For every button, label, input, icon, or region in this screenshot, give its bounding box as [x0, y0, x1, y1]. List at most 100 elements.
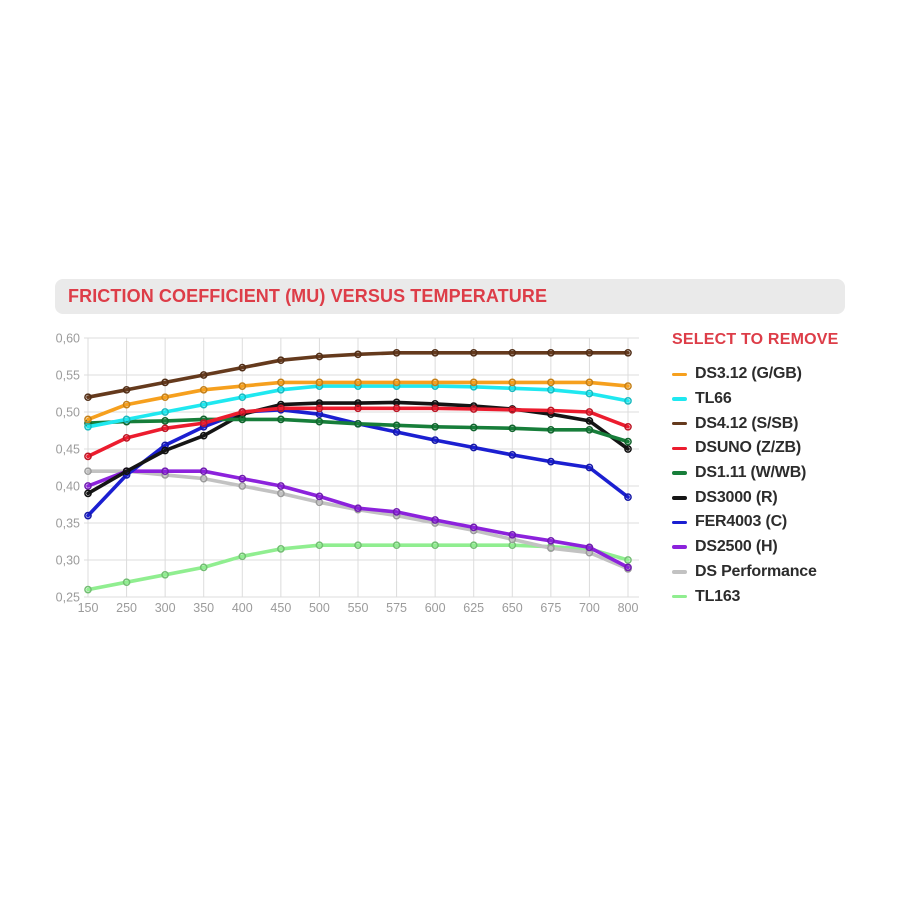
legend-label: DS3.12 (G/GB) — [695, 365, 802, 383]
legend-title: SELECT TO REMOVE — [672, 331, 839, 348]
data-point-marker — [624, 422, 632, 431]
legend-item-dsuno-z-zb[interactable]: DSUNO (Z/ZB) — [672, 436, 882, 461]
legend-item-ds-performance[interactable]: DS Performance — [672, 560, 882, 585]
data-point-marker — [315, 404, 324, 413]
data-point-marker — [547, 425, 555, 434]
data-point-marker — [354, 419, 362, 428]
data-point-marker — [238, 363, 247, 372]
data-point-marker — [84, 452, 92, 461]
data-point-marker — [84, 489, 92, 498]
data-point-marker — [315, 417, 324, 426]
data-point-marker — [392, 378, 401, 387]
y-axis-tick-label: 0,40 — [56, 480, 80, 494]
legend-items: DS3.12 (G/GB) TL66 DS4.12 (S/SB) DSUNO (Z/Z… — [672, 362, 882, 609]
data-point-marker — [585, 463, 594, 472]
data-point-marker — [122, 400, 131, 409]
data-point-marker — [547, 406, 555, 415]
x-axis-tick-label: 400 — [232, 601, 253, 615]
data-point-marker — [585, 417, 594, 425]
data-point-marker — [199, 385, 208, 394]
legend-item-tl66[interactable]: TL66 — [672, 387, 882, 412]
data-point-marker — [277, 378, 285, 387]
legend-label: DS Performance — [695, 562, 817, 580]
legend-label: FER4003 (C) — [695, 513, 788, 531]
legend-item-ds3-12-g-gb[interactable]: DS3.12 (G/GB) — [672, 362, 882, 387]
x-axis-tick-label: 575 — [386, 601, 407, 615]
series-line — [86, 406, 630, 459]
data-point-marker — [585, 378, 594, 387]
y-axis-tick-label: 0,30 — [56, 554, 80, 568]
data-point-marker — [199, 371, 208, 379]
legend-item-ds2500-h[interactable]: DS2500 (H) — [672, 535, 882, 560]
data-point-marker — [354, 541, 362, 550]
x-axis-tick-label: 150 — [78, 601, 99, 615]
data-point-marker — [431, 422, 439, 431]
legend-swatch-icon — [672, 520, 687, 525]
data-point-marker — [199, 431, 208, 440]
data-point-marker — [84, 511, 92, 520]
data-point-marker — [469, 423, 478, 432]
data-point-marker — [122, 415, 131, 424]
legend-swatch-icon — [672, 594, 687, 599]
legend: SELECT TO REMOVE DS3.12 (G/GB) TL66 DS4.12… — [672, 331, 882, 609]
legend-label: DS2500 (H) — [695, 538, 778, 556]
data-point-marker — [161, 378, 169, 387]
data-point-marker — [84, 585, 92, 594]
data-point-marker — [238, 393, 247, 402]
legend-item-ds1-11-w-wb[interactable]: DS1.11 (W/WB) — [672, 461, 882, 486]
legend-item-ds3000-r[interactable]: DS3000 (R) — [672, 485, 882, 510]
legend-swatch-icon — [672, 372, 687, 377]
y-axis-tick-label: 0,60 — [56, 332, 80, 346]
data-point-marker — [547, 348, 555, 357]
legend-swatch-icon — [672, 397, 687, 401]
data-point-marker — [199, 400, 208, 409]
legend-swatch-icon — [672, 496, 687, 500]
data-point-marker — [354, 378, 362, 387]
data-point-marker — [624, 437, 632, 446]
data-point-marker — [585, 389, 594, 398]
series-line — [86, 417, 630, 444]
x-axis-tick-label: 675 — [540, 601, 561, 615]
data-point-marker — [431, 541, 439, 550]
legend-label: TL66 — [695, 390, 732, 408]
data-point-marker — [469, 405, 478, 413]
series-ds3-12-g-gb — [84, 378, 632, 424]
data-point-marker — [122, 434, 131, 442]
series-ds2500-h — [84, 467, 632, 572]
data-point-marker — [431, 516, 439, 524]
data-point-marker — [392, 348, 401, 357]
data-point-marker — [508, 530, 517, 539]
x-axis-tick-label: 450 — [270, 601, 291, 615]
data-point-marker — [238, 474, 247, 483]
data-point-marker — [277, 489, 285, 498]
data-point-marker — [238, 482, 247, 490]
data-point-marker — [469, 348, 478, 357]
legend-item-ds4-12-s-sb[interactable]: DS4.12 (S/SB) — [672, 411, 882, 436]
legend-label: DSUNO (Z/ZB) — [695, 439, 802, 457]
data-point-marker — [84, 422, 92, 431]
legend-item-fer4003-c[interactable]: FER4003 (C) — [672, 510, 882, 535]
data-point-marker — [585, 543, 594, 552]
data-point-marker — [161, 393, 169, 402]
chart-area: 0,60 0,55 0,50 0,45 0,40 0,35 0,30 0,25 150 250 30… — [55, 325, 650, 625]
data-point-marker — [624, 556, 632, 564]
data-point-marker — [238, 408, 247, 416]
x-axis-tick-label: 600 — [425, 601, 446, 615]
series-ds4-12-s-sb — [84, 348, 632, 402]
data-point-marker — [277, 415, 285, 424]
data-point-marker — [199, 474, 208, 483]
data-point-marker — [84, 393, 92, 402]
data-point-marker — [161, 467, 169, 476]
x-axis-tick-label: 350 — [193, 601, 214, 615]
data-point-marker — [238, 415, 247, 424]
series-ds3000-r — [84, 398, 632, 498]
data-point-marker — [277, 482, 285, 490]
data-point-marker — [392, 508, 401, 516]
data-point-marker — [547, 544, 555, 553]
legend-swatch-icon — [672, 446, 687, 451]
data-point-marker — [199, 563, 208, 572]
legend-item-tl163[interactable]: TL163 — [672, 584, 882, 609]
data-point-marker — [547, 378, 555, 387]
data-point-marker — [199, 419, 208, 427]
data-point-marker — [431, 404, 439, 413]
